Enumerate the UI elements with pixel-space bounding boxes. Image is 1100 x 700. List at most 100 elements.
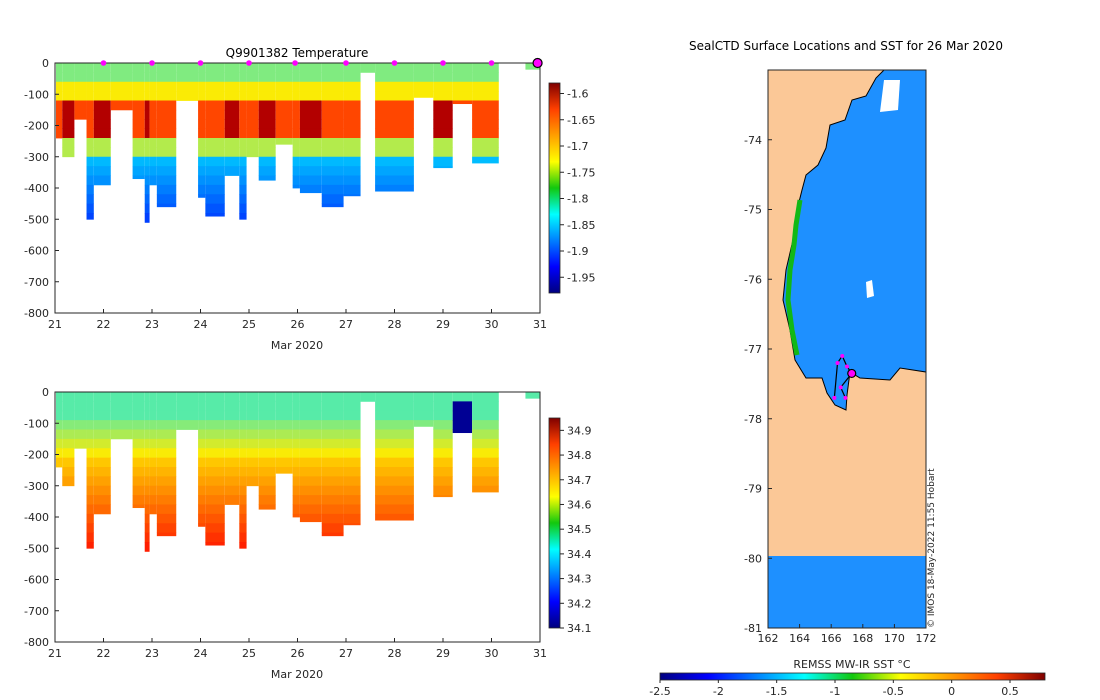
temperature-cell: [299, 156, 322, 167]
salinity-cell: [74, 410, 87, 421]
temperature-cell: [375, 81, 414, 92]
salinity-cell: [452, 429, 473, 434]
temperature-cell: [343, 100, 361, 111]
salinity-cell: [472, 467, 499, 477]
salinity-cell: [205, 513, 225, 524]
salinity-cell: [258, 410, 276, 421]
temperature-cell: [156, 81, 177, 92]
temperature-cell: [413, 91, 434, 98]
salinity-cell: [433, 392, 453, 402]
temperature-cell: [239, 175, 247, 186]
salinity-cell: [239, 429, 247, 440]
temperature-cell: [224, 156, 240, 167]
temperature-cell: [292, 184, 300, 189]
temperature-cell: [413, 72, 434, 83]
temperature-cell: [144, 100, 150, 111]
colorbar-tick-label: 34.6: [567, 498, 592, 511]
y-tick-label: -300: [24, 480, 49, 493]
temperature-cell: [472, 109, 499, 120]
salinity-cell: [375, 485, 414, 496]
temperature-cell: [299, 100, 322, 111]
temperature-cell: [343, 119, 361, 130]
temperature-cell: [246, 147, 259, 158]
y-tick-label: -800: [24, 307, 49, 320]
temperature-cell: [472, 72, 499, 83]
salinity-cell: [144, 532, 150, 543]
salinity-cell: [144, 485, 150, 496]
salinity-cell: [472, 392, 499, 402]
salinity-cell: [198, 485, 206, 496]
salinity-cell: [343, 429, 361, 440]
salinity-cell: [86, 392, 94, 402]
temperature-cell: [93, 147, 111, 158]
salinity-cell: [62, 448, 75, 459]
temperature-cell: [144, 156, 150, 167]
salinity-cell: [62, 420, 75, 430]
salinity-cell: [246, 457, 259, 468]
temperature-cell: [86, 91, 94, 101]
salinity-cell: [93, 448, 111, 459]
temperature-cell: [224, 138, 240, 148]
temperature-cell: [149, 138, 157, 148]
salinity-cell: [93, 429, 111, 440]
salinity-cell: [433, 401, 453, 412]
temperature-cell: [433, 166, 453, 169]
salinity-cell: [149, 485, 157, 496]
temperature-cell: [198, 81, 206, 92]
temperature-cell: [239, 184, 247, 195]
colorbar-tick-label: -1.9: [567, 245, 588, 258]
salinity-cell: [375, 438, 414, 449]
temperature-cell: [525, 63, 540, 70]
salinity-cell: [343, 392, 361, 402]
temperature-cell: [132, 166, 145, 176]
salinity-cell: [292, 485, 300, 496]
salinity-cell: [62, 467, 75, 477]
temperature-cell: [343, 63, 361, 73]
salinity-cell: [110, 392, 133, 402]
salinity-cell: [299, 467, 322, 477]
temperature-cell: [433, 63, 453, 73]
salinity-cell: [275, 401, 293, 412]
temperature-cell: [275, 109, 293, 120]
salinity-cell: [375, 401, 414, 412]
salinity-cell: [375, 476, 414, 487]
salinity-cell: [198, 429, 206, 440]
temperature-cell: [93, 128, 111, 139]
map-y-tick-label: -75: [744, 204, 762, 217]
temperature-cell: [198, 63, 206, 73]
salinity-cell: [205, 448, 225, 459]
salinity-cell: [239, 467, 247, 477]
salinity-cell: [144, 392, 150, 402]
salinity-cell: [343, 457, 361, 468]
temperature-cell: [343, 109, 361, 120]
temperature-cell: [205, 156, 225, 167]
x-tick-label: 30: [485, 318, 499, 331]
temperature-cell: [55, 100, 63, 111]
salinity-cell: [292, 438, 300, 449]
salinity-cell: [343, 523, 361, 526]
temperature-cell: [299, 63, 322, 73]
sst-colorbar: -2.5 -2 -1.5 -1 -0.5 0 0.5: [649, 672, 1046, 698]
salinity-cell: [74, 392, 87, 402]
temperature-cell: [275, 81, 293, 92]
temperature-cell: [62, 109, 75, 120]
temperature-cell: [144, 81, 150, 92]
salinity-cell: [62, 429, 75, 440]
temperature-cell: [321, 156, 344, 167]
colorbar-gradient: [548, 417, 561, 629]
temperature-cell: [239, 63, 247, 73]
temperature-cell: [292, 81, 300, 92]
salinity-cell: [132, 457, 145, 468]
temperature-cell: [239, 72, 247, 83]
salinity-cell: [149, 495, 157, 505]
salinity-cell: [292, 392, 300, 402]
salinity-cell: [292, 513, 300, 518]
y-tick-label: -200: [24, 449, 49, 462]
salinity-cell: [144, 420, 150, 430]
temperature-cell: [205, 109, 225, 120]
temperature-cell: [258, 91, 276, 101]
temperature-cell: [205, 213, 225, 217]
x-tick-label: 27: [339, 647, 353, 660]
temperature-cell: [239, 147, 247, 158]
temperature-cell: [86, 138, 94, 148]
